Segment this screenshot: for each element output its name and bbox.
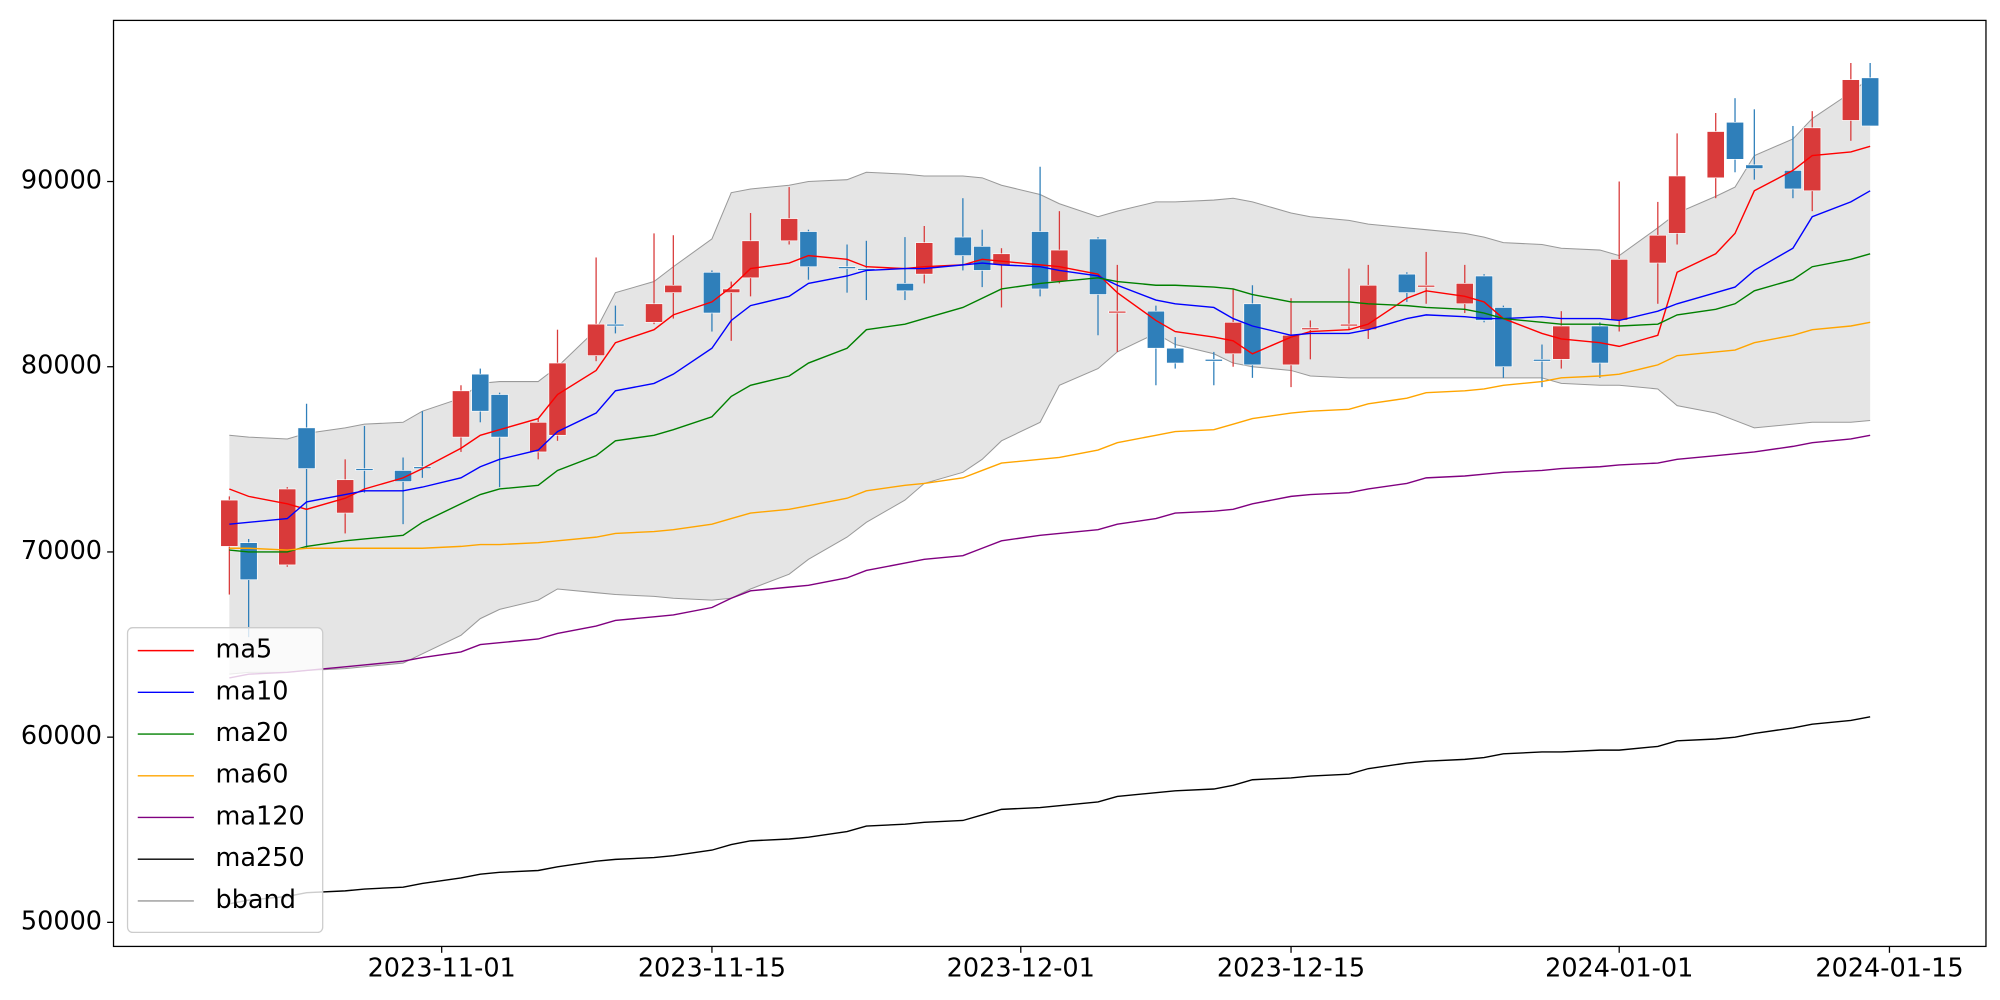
candle-body <box>1533 359 1551 362</box>
candle-body <box>1243 303 1262 366</box>
candle-body <box>1610 259 1629 321</box>
candle-body <box>1089 238 1107 295</box>
y-tick-label: 50000 <box>21 906 102 936</box>
candle-body <box>645 303 663 323</box>
candle-body <box>394 470 413 482</box>
y-tick-label: 60000 <box>21 721 102 751</box>
x-tick-label: 2024-01-01 <box>1545 953 1693 983</box>
candle-body <box>1340 323 1358 327</box>
candle-body <box>1803 127 1822 192</box>
candle-body <box>1841 79 1860 121</box>
legend-label: bband <box>216 885 296 915</box>
candle-body <box>722 288 741 293</box>
candle-body <box>1861 77 1880 127</box>
candle-body <box>1668 175 1687 234</box>
ma-line <box>229 716 1871 905</box>
bband-lower <box>229 332 1871 675</box>
candle-body <box>1475 275 1494 321</box>
candle-body <box>529 421 548 453</box>
candle-body <box>490 394 509 438</box>
candle-body <box>548 362 567 436</box>
candle-body <box>1224 321 1243 355</box>
candle-body <box>702 271 721 314</box>
candle-body <box>1359 284 1378 331</box>
ma-line <box>229 321 1871 551</box>
ma-line <box>229 253 1871 553</box>
candle-body <box>1417 284 1436 288</box>
x-tick-label: 2023-12-15 <box>1217 953 1365 983</box>
legend: ma5 ma10 ma20 ma60 ma120 ma250 bband <box>126 627 324 934</box>
candle-body <box>1204 359 1223 362</box>
candle-body <box>297 427 316 469</box>
candle-body <box>471 373 490 412</box>
candle-body <box>896 283 914 292</box>
candle-body <box>1397 273 1416 293</box>
ma-line <box>229 145 1871 511</box>
candle-body <box>587 323 606 356</box>
candle-body <box>799 231 818 268</box>
candle-body <box>780 218 799 242</box>
bband-area <box>229 77 1871 675</box>
bband-upper <box>229 77 1871 440</box>
candle-body <box>1552 325 1571 360</box>
candle-body <box>1166 347 1185 364</box>
candle-body <box>953 236 972 256</box>
candle-body <box>1455 283 1474 305</box>
candle-body <box>992 253 1011 266</box>
x-tick-label: 2023-11-01 <box>368 953 516 983</box>
y-tick-label: 90000 <box>21 166 102 196</box>
y-tick-label: 80000 <box>21 351 102 381</box>
candle-body <box>1031 231 1050 290</box>
legend-label: ma10 <box>216 676 289 706</box>
candle-body <box>1706 131 1725 179</box>
candle-body <box>664 284 683 293</box>
candle-body <box>838 266 856 269</box>
candle-body <box>973 246 992 271</box>
axes-frame <box>112 19 1987 948</box>
candle-body <box>741 240 760 279</box>
plot-area <box>220 63 1880 905</box>
candle-body <box>278 488 297 566</box>
candle-body <box>1301 327 1320 331</box>
candle-body <box>1648 234 1667 264</box>
ma-line <box>229 434 1871 679</box>
legend-label: ma250 <box>216 843 305 873</box>
legend-label: ma5 <box>216 635 273 665</box>
candle-body <box>915 242 934 275</box>
legend-label: ma120 <box>216 801 305 831</box>
x-tick-label: 2024-01-15 <box>1815 953 1963 983</box>
candle-body <box>452 390 470 438</box>
candle-body <box>1726 121 1744 160</box>
candle-body <box>1146 310 1165 349</box>
y-tick-label: 70000 <box>21 536 102 566</box>
x-tick-label: 2023-12-01 <box>947 953 1095 983</box>
x-tick-label: 2023-11-15 <box>638 953 786 983</box>
candle-body <box>1494 307 1513 368</box>
candle-body <box>1108 310 1127 314</box>
candle-body <box>606 323 625 327</box>
legend-label: ma60 <box>216 760 289 790</box>
legend-box <box>126 627 324 934</box>
ma-line <box>229 190 1871 525</box>
candle-body <box>355 468 374 471</box>
candle-body <box>1745 164 1764 169</box>
legend-label: ma20 <box>216 718 289 748</box>
